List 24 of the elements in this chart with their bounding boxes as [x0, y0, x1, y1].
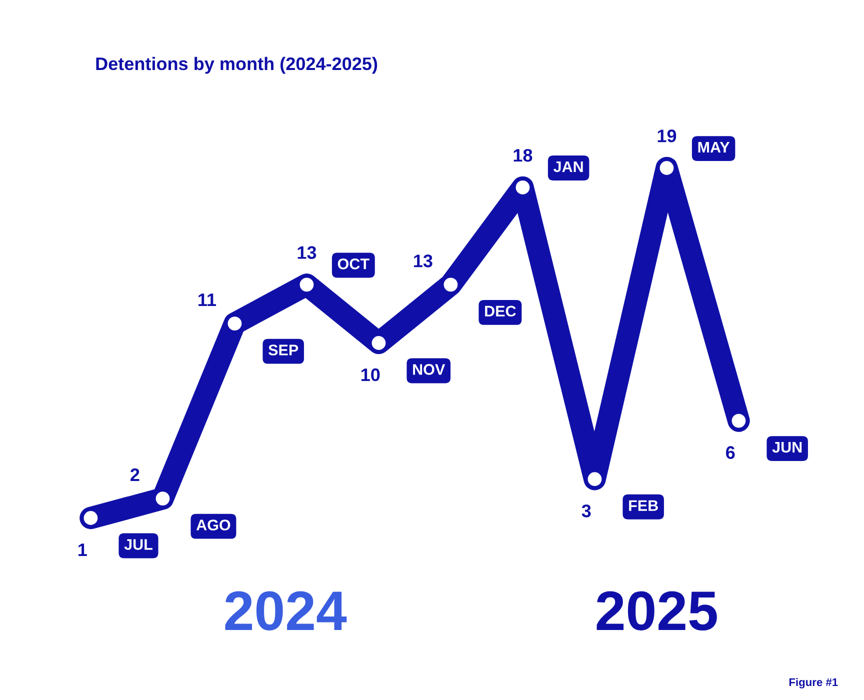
data-label: 1	[78, 544, 87, 556]
data-label: 13	[298, 246, 316, 259]
annotation: JUN	[772, 442, 802, 453]
annotation: FEB	[629, 500, 658, 511]
text: AGO	[196, 520, 230, 530]
data-label: 2	[130, 468, 140, 481]
text: 2025	[596, 591, 717, 631]
text: MAY	[698, 142, 730, 153]
text: Figure #1	[789, 678, 838, 688]
data-label: 6	[726, 446, 735, 459]
data-label: 10	[361, 368, 380, 382]
data-label: 3	[582, 504, 591, 518]
text: JUL	[124, 539, 152, 550]
data-label: 19	[658, 130, 676, 142]
data-label: 11	[198, 294, 216, 306]
data-label: 18	[514, 148, 532, 162]
annotation: DEC	[485, 306, 516, 317]
data-label: 13	[414, 254, 432, 268]
annotation: SEP	[268, 344, 298, 356]
annotation: NOV	[413, 364, 446, 375]
chart-title: Detentions by month (2024-2025)	[96, 56, 378, 74]
text: 2024	[225, 591, 347, 631]
annotation: JAN	[554, 161, 583, 172]
annotation: OCT	[338, 258, 370, 270]
